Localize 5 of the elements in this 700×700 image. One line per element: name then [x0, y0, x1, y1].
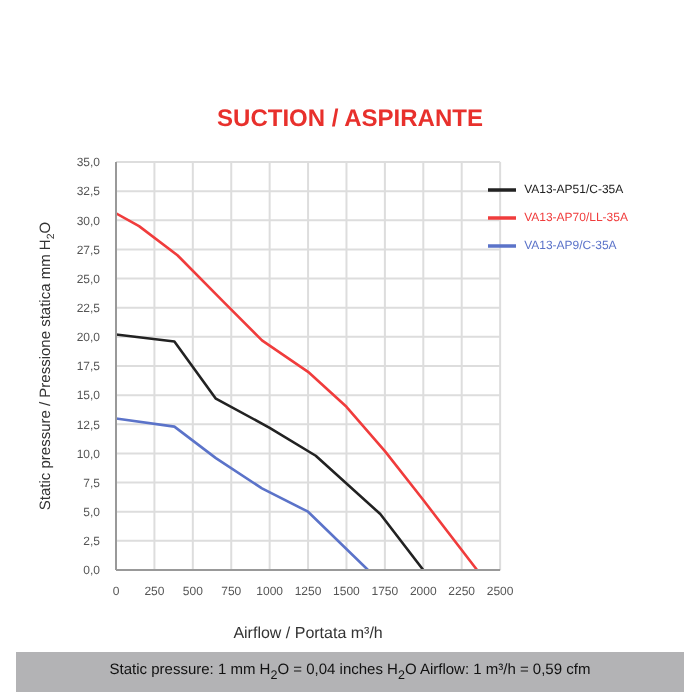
- line-series: [116, 417, 370, 570]
- line-series: [116, 333, 425, 570]
- x-axis-title: Airflow / Portata m³/h: [233, 624, 383, 642]
- chart-title: SUCTION / ASPIRANTE: [215, 104, 485, 132]
- line-series: [116, 211, 479, 570]
